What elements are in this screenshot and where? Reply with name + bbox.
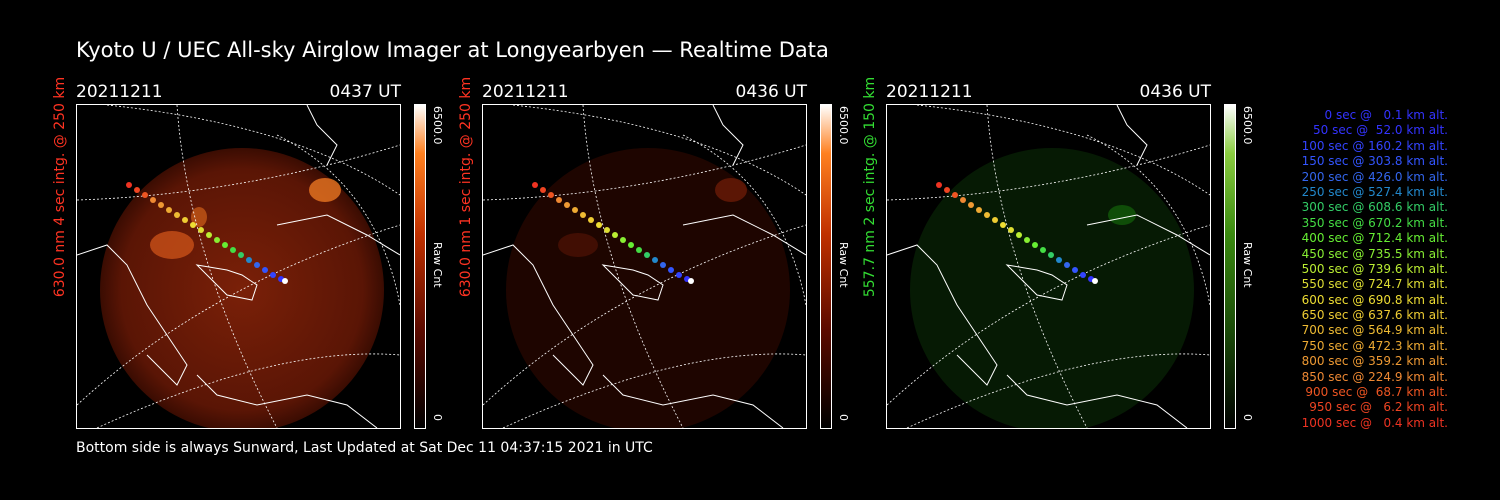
coastline: [1005, 264, 1068, 301]
page-title: Kyoto U / UEC All-sky Airglow Imager at …: [76, 38, 829, 62]
panel-time: 0437 UT: [329, 82, 402, 102]
trajectory-track: [532, 182, 694, 284]
legend-row: 450 sec @ 735.5 km alt.: [1301, 246, 1448, 261]
colorbar-unit: Raw Cnt: [1241, 242, 1254, 288]
panel-date: 20211211: [886, 82, 973, 102]
colorbar-min: 0: [1241, 414, 1254, 421]
grid-line: [906, 353, 1210, 428]
legend-row: 550 sec @ 724.7 km alt.: [1301, 277, 1448, 292]
legend-row: 750 sec @ 472.3 km alt.: [1301, 338, 1448, 353]
aurora-blob: [558, 233, 598, 257]
coastline: [483, 244, 594, 386]
legend-row: 800 sec @ 359.2 km alt.: [1301, 354, 1448, 369]
legend-row: 150 sec @ 303.8 km alt.: [1301, 154, 1448, 169]
legend-row: 600 sec @ 690.8 km alt.: [1301, 292, 1448, 307]
legend-row: 850 sec @ 224.9 km alt.: [1301, 369, 1448, 384]
grid-line: [887, 224, 1210, 406]
allsky-image[interactable]: [886, 104, 1211, 429]
coastline: [276, 214, 400, 256]
allsky-map-svg: [483, 105, 806, 428]
panel-557nm-2sec: 20211211 0436 UT 557.7 nm 2 sec intg. @ …: [862, 77, 1266, 432]
grid-line: [96, 353, 400, 428]
legend-row: 350 sec @ 670.2 km alt.: [1301, 215, 1448, 230]
colorbar-min: 0: [431, 414, 444, 421]
grid-line: [682, 134, 806, 306]
grid-line: [1086, 134, 1210, 306]
panel-time: 0436 UT: [735, 82, 808, 102]
grid-line: [916, 105, 1210, 196]
coastline: [712, 105, 744, 166]
coastline: [601, 264, 664, 301]
panel-wavelength-label: 630.0 nm 4 sec intg. @ 250 km: [52, 76, 68, 298]
legend-row: 200 sec @ 426.0 km alt.: [1301, 169, 1448, 184]
allsky-field-of-view: [100, 148, 384, 428]
panel-date: 20211211: [76, 82, 163, 102]
panel-time: 0436 UT: [1139, 82, 1212, 102]
allsky-map-svg: [887, 105, 1210, 428]
grid-line: [77, 144, 400, 201]
legend-row: 700 sec @ 564.9 km alt.: [1301, 323, 1448, 338]
colorbar: [414, 104, 426, 429]
coastline: [195, 264, 258, 301]
colorbar-max: 6500.0: [837, 106, 850, 145]
grid-line: [77, 224, 400, 406]
panel-date: 20211211: [482, 82, 569, 102]
colorbar-max: 6500.0: [1241, 106, 1254, 145]
grid-line: [887, 144, 1210, 201]
grid-line: [512, 105, 806, 196]
grid-line: [986, 105, 1088, 428]
panel-630nm-4sec: 20211211 0437 UT 630.0 nm 4 sec intg. @ …: [52, 77, 456, 432]
aurora-blob: [150, 231, 194, 259]
colorbar-unit: Raw Cnt: [431, 242, 444, 288]
legend-row: 100 sec @ 160.2 km alt.: [1301, 138, 1448, 153]
aurora-blob: [191, 207, 207, 227]
coastline: [887, 244, 998, 386]
coastline: [196, 374, 378, 428]
legend-row: 250 sec @ 527.4 km alt.: [1301, 184, 1448, 199]
panel-wavelength-label: 630.0 nm 1 sec intg. @ 250 km: [458, 76, 474, 298]
colorbar-unit: Raw Cnt: [837, 242, 850, 288]
colorbar: [1224, 104, 1236, 429]
allsky-image[interactable]: [76, 104, 401, 429]
aurora-blob: [715, 178, 747, 202]
trajectory-track: [126, 182, 288, 284]
footer-note: Bottom side is always Sunward, Last Upda…: [76, 440, 653, 456]
trajectory-track: [936, 182, 1098, 284]
aurora-blob: [309, 178, 341, 202]
panel-wavelength-label: 557.7 nm 2 sec intg. @ 150 km: [862, 76, 878, 298]
aurora-blob: [1108, 205, 1136, 225]
coastline: [1086, 214, 1210, 256]
coastline: [1116, 105, 1148, 166]
colorbar-max: 6500.0: [431, 106, 444, 145]
legend-row: 0 sec @ 0.1 km alt.: [1324, 108, 1449, 122]
grid-line: [483, 144, 806, 201]
coastline: [77, 244, 188, 386]
legend-row: 50 sec @ 52.0 km alt.: [1313, 123, 1448, 138]
grid-line: [582, 105, 684, 428]
trajectory-legend: 0 sec @ 0.1 km alt. 50 sec @ 52.0 km alt.…: [1268, 108, 1448, 431]
legend-row: 900 sec @ 68.7 km alt.: [1305, 385, 1448, 400]
allsky-map-svg: [77, 105, 400, 428]
panel-630nm-1sec: 20211211 0436 UT 630.0 nm 1 sec intg. @ …: [458, 77, 862, 432]
legend-row: 300 sec @ 608.6 km alt.: [1301, 200, 1448, 215]
grid-line: [176, 105, 278, 428]
coastline: [602, 374, 784, 428]
coastline: [682, 214, 806, 256]
allsky-field-of-view: [910, 148, 1194, 428]
coastline: [1006, 374, 1188, 428]
allsky-field-of-view: [506, 148, 790, 428]
legend-row: 1000 sec @ 0.4 km alt.: [1301, 415, 1448, 430]
grid-line: [276, 134, 400, 306]
colorbar: [820, 104, 832, 429]
allsky-image[interactable]: [482, 104, 807, 429]
legend-row: 500 sec @ 739.6 km alt.: [1301, 261, 1448, 276]
legend-row: 950 sec @ 6.2 km alt.: [1309, 400, 1448, 415]
grid-line: [106, 105, 400, 196]
grid-line: [502, 353, 806, 428]
colorbar-min: 0: [837, 414, 850, 421]
legend-row: 650 sec @ 637.6 km alt.: [1301, 308, 1448, 323]
legend-row: 400 sec @ 712.4 km alt.: [1301, 231, 1448, 246]
grid-line: [483, 224, 806, 406]
coastline: [306, 105, 338, 166]
